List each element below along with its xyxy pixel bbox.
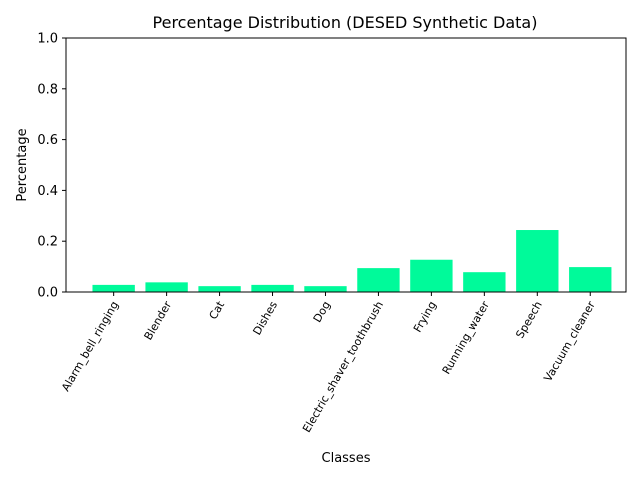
y-tick-label: 0.0 [37,286,58,301]
y-tick-label: 0.2 [37,235,58,250]
bar-blender [145,282,188,292]
y-tick-label: 0.4 [37,184,58,199]
chart-title: Percentage Distribution (DESED Synthetic… [153,13,538,32]
bar-dog [304,286,347,292]
y-tick-label: 1.0 [37,32,58,47]
bar-frying [410,259,453,292]
bar-electric-shaver-toothbrush [357,268,400,292]
y-axis: 0.0 0.2 0.4 0.6 0.8 1.0 [37,32,66,301]
bar-dishes [251,284,294,292]
bar-speech [516,230,559,292]
bar-cat [198,286,241,292]
x-axis-label: Classes [322,451,371,466]
y-axis-label: Percentage [15,128,30,201]
bars-group [92,230,612,292]
y-tick-label: 0.8 [37,82,58,97]
y-tick-label: 0.6 [37,133,58,148]
bar-running-water [463,272,506,292]
bar-alarm-bell-ringing [92,284,135,292]
plot-frame [65,37,627,293]
bar-vacuum-cleaner [569,267,612,292]
